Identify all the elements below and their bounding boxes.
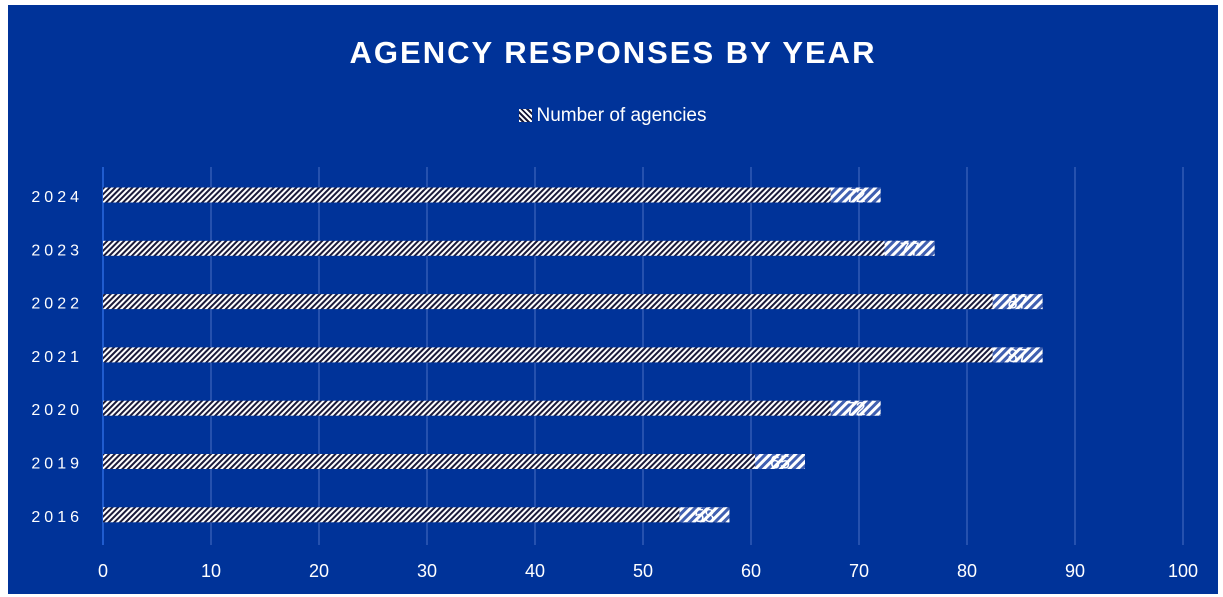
x-tick-label: 100 [1168,561,1198,581]
bar [103,347,1043,363]
y-category-label: 2022 [31,296,83,313]
chart-title: AGENCY RESPONSES BY YEAR [349,35,877,70]
data-label-background [992,294,1043,310]
x-tick-label: 60 [741,561,761,581]
y-category-label: 2021 [31,349,83,366]
x-tick-label: 10 [201,561,221,581]
data-label: 87 [1008,346,1028,366]
y-category-label: 2024 [31,189,83,206]
legend-label: Number of agencies [536,105,707,126]
data-label-background [992,347,1043,363]
y-category-label: 2020 [31,402,83,419]
data-label-background [884,240,935,256]
chart-legend: Number of agencies [8,105,1218,127]
y-category-label: 2019 [31,456,83,473]
data-label: 87 [1008,293,1028,313]
data-label: 77 [900,239,920,259]
y-category-label: 2016 [31,509,83,526]
data-label-background [679,507,730,523]
data-label-background [830,400,881,416]
data-label: 72 [846,399,866,419]
x-tick-label: 80 [957,561,977,581]
data-label: 65 [770,453,790,473]
x-tick-label: 0 [98,561,108,581]
x-tick-label: 40 [525,561,545,581]
data-label-background [755,454,805,469]
x-tick-label: 90 [1065,561,1085,581]
chart-container: AGENCY RESPONSES BY YEAR Number of agenc… [8,5,1218,594]
data-label: 72 [846,186,866,206]
bar [103,454,805,469]
data-label: 58 [694,506,714,526]
x-tick-label: 20 [309,561,329,581]
x-tick-label: 70 [849,561,869,581]
bar [103,240,935,256]
data-label-background [830,187,881,203]
x-tick-label: 30 [417,561,437,581]
bar [103,187,881,203]
chart-plot: 72 77 87 87 72 65 58 2024 2023 2022 2021 2020 2019 2… [31,167,1198,581]
x-tick-label: 50 [633,561,653,581]
bar [103,507,730,523]
bar [103,400,881,416]
y-category-label: 2023 [31,242,83,259]
bar [103,294,1043,310]
legend-swatch-icon [519,109,533,122]
